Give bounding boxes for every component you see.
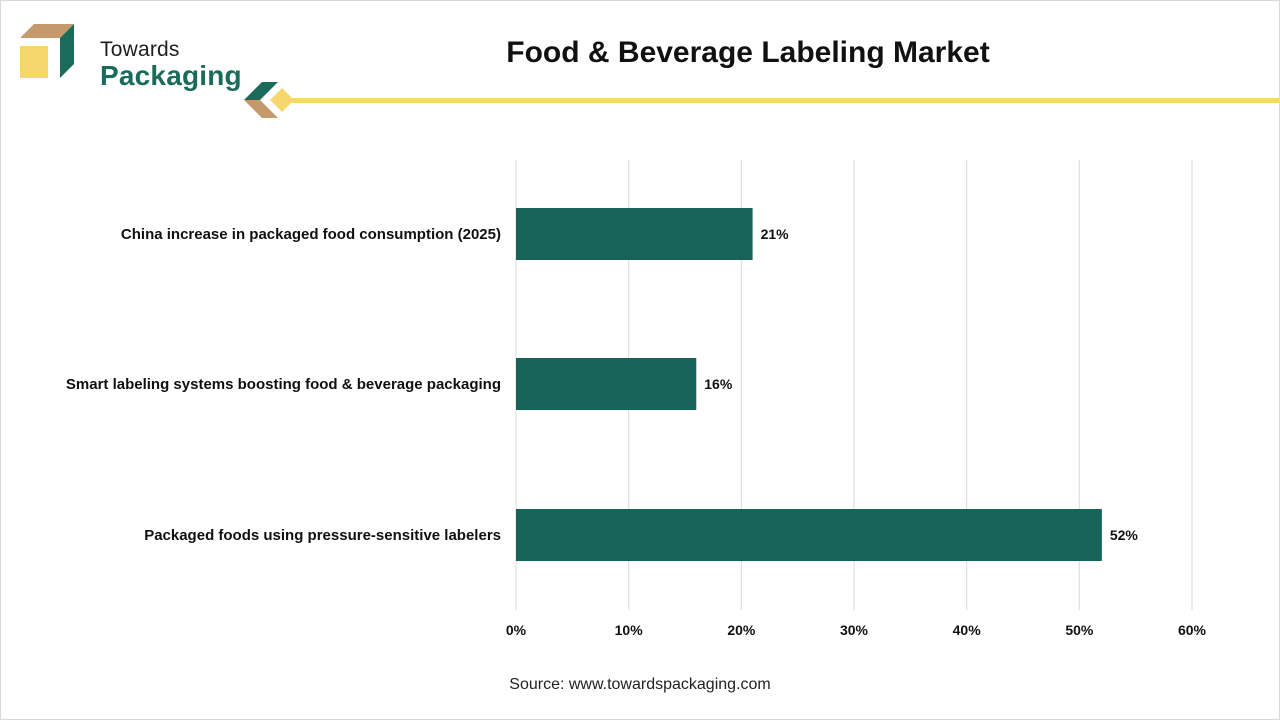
bar-2: [516, 509, 1102, 561]
x-tick-label-2: 20%: [727, 622, 756, 638]
brand-logo: Towards Packaging: [16, 18, 246, 91]
category-label-1: Smart labeling systems boosting food & b…: [66, 376, 501, 393]
data-label-0: 21%: [761, 226, 790, 242]
x-tick-label-1: 10%: [615, 622, 644, 638]
box-logo-icon: [20, 24, 74, 78]
x-tick-label-3: 30%: [840, 622, 869, 638]
x-tick-label-4: 40%: [953, 622, 982, 638]
category-label-0: China increase in packaged food consumpt…: [121, 226, 501, 243]
divider-green-chevron-icon: [244, 82, 278, 100]
x-tick-label-0: 0%: [506, 622, 527, 638]
data-label-2: 52%: [1110, 527, 1139, 543]
x-tick-label-6: 60%: [1178, 622, 1207, 638]
divider-yellow-line: [288, 98, 1280, 103]
chart-title: Food & Beverage Labeling Market: [506, 36, 990, 69]
category-label-2: Packaged foods using pressure-sensitive …: [144, 527, 501, 544]
brand-name-line2: Packaging: [100, 60, 242, 91]
source-text: Source: www.towardspackaging.com: [509, 676, 771, 693]
title-divider: [244, 82, 1280, 118]
data-label-1: 16%: [704, 376, 733, 392]
bar-1: [516, 358, 697, 410]
x-tick-label-5: 50%: [1065, 622, 1094, 638]
divider-tan-chevron-icon: [244, 100, 278, 118]
divider-yellow-diamond-icon: [270, 88, 294, 112]
bar-0: [516, 208, 753, 260]
brand-name-line1: Towards: [100, 38, 180, 61]
